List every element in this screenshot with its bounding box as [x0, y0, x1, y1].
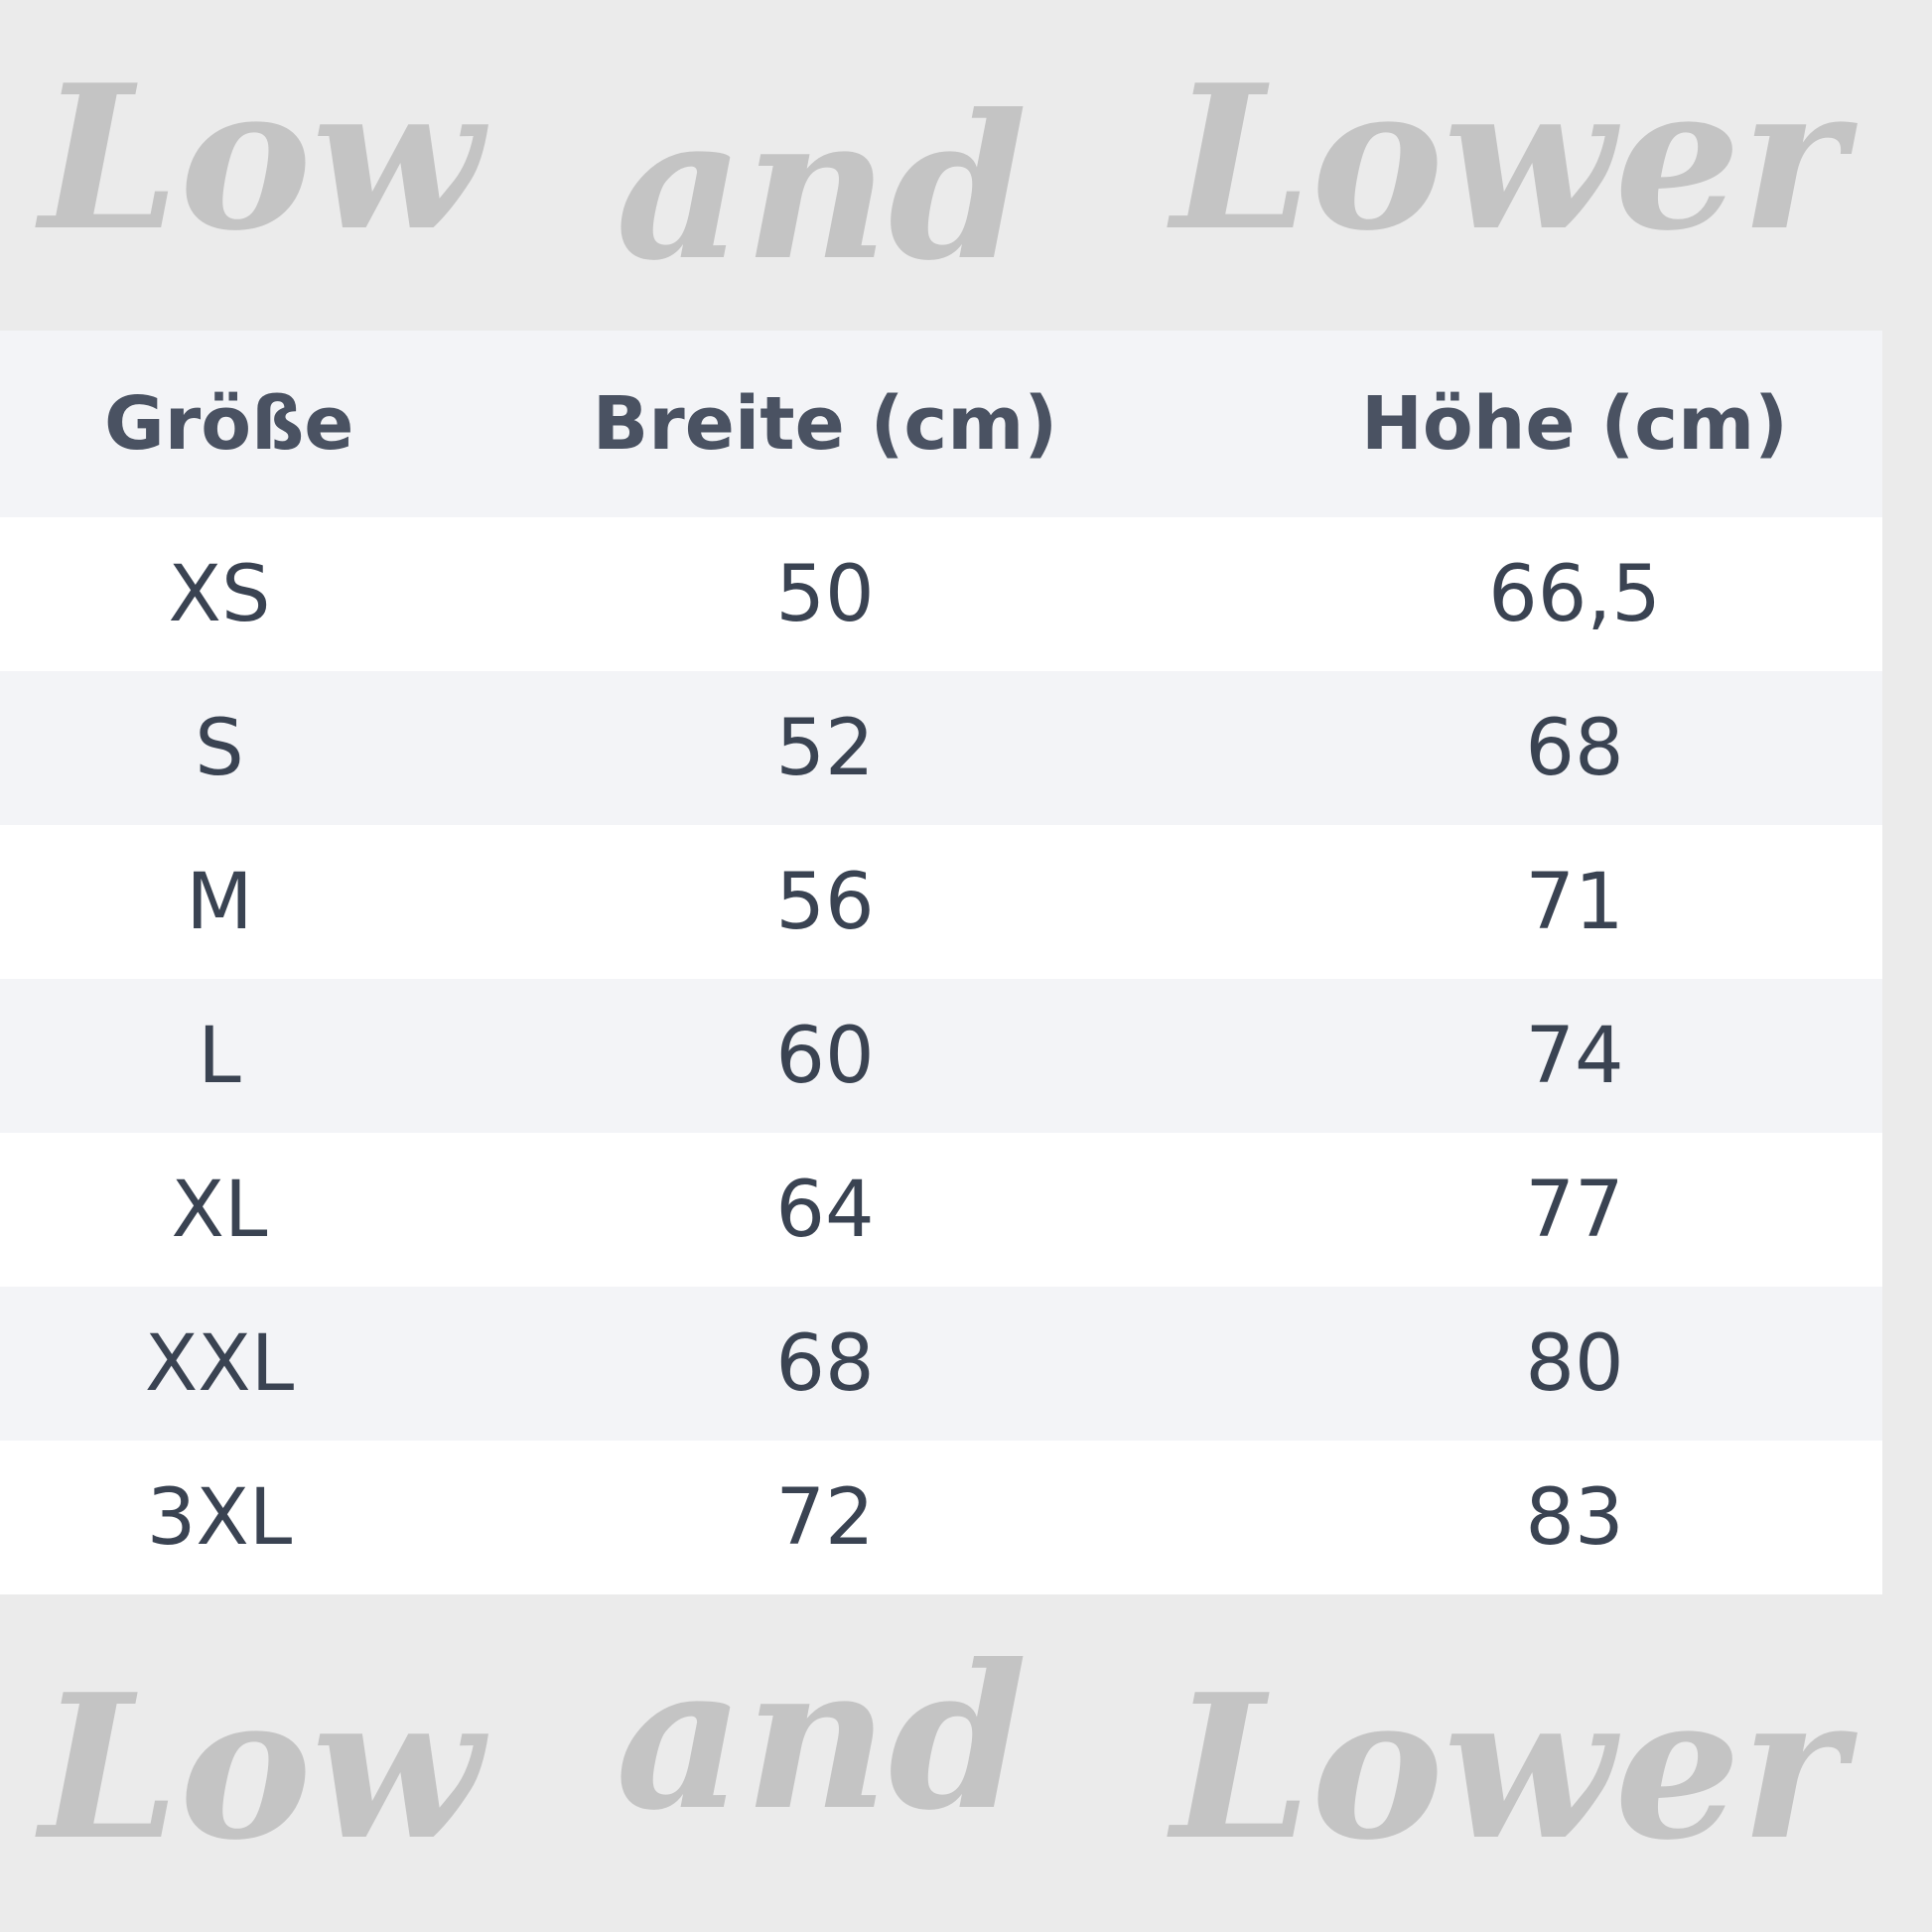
- table-row: M 56 71: [0, 825, 1882, 979]
- header-height: Höhe (cm): [1360, 381, 1789, 467]
- table-header: Größe Breite (cm) Höhe (cm): [0, 331, 1882, 517]
- cell-size: S: [195, 703, 244, 793]
- watermark-text: Low: [40, 42, 483, 275]
- watermark-text: Low: [40, 1651, 483, 1884]
- cell-width: 72: [775, 1472, 875, 1563]
- cell-width: 56: [775, 857, 875, 947]
- cell-height: 66,5: [1488, 549, 1661, 639]
- cell-width: 50: [775, 549, 875, 639]
- watermark-text: Lower: [1172, 1651, 1846, 1884]
- cell-height: 68: [1525, 703, 1624, 793]
- cell-width: 60: [775, 1011, 875, 1101]
- table-row: XXL 68 80: [0, 1287, 1882, 1441]
- cell-size: 3XL: [146, 1472, 293, 1563]
- cell-height: 71: [1525, 857, 1624, 947]
- table-row: XS 50 66,5: [0, 517, 1882, 671]
- watermark-text: and: [616, 1621, 1028, 1855]
- header-size: Größe: [104, 381, 354, 467]
- cell-width: 64: [775, 1165, 875, 1255]
- size-table: Größe Breite (cm) Höhe (cm) XS 50 66,5 S 52 6…: [0, 331, 1882, 1594]
- table-row: 3XL 72 83: [0, 1441, 1882, 1594]
- watermark-top: Low and Lower: [0, 0, 1932, 331]
- cell-size: M: [186, 857, 253, 947]
- cell-size: XXL: [144, 1318, 295, 1409]
- watermark-bottom: Low and Lower: [0, 1599, 1932, 1932]
- cell-height: 80: [1525, 1318, 1624, 1409]
- cell-height: 77: [1525, 1165, 1624, 1255]
- watermark-text: Lower: [1172, 42, 1846, 275]
- table-row: S 52 68: [0, 671, 1882, 825]
- watermark-text: and: [616, 71, 1028, 305]
- cell-size: XL: [171, 1165, 268, 1255]
- cell-height: 74: [1525, 1011, 1624, 1101]
- cell-size: XS: [168, 549, 271, 639]
- cell-width: 52: [775, 703, 875, 793]
- table-row: L 60 74: [0, 979, 1882, 1133]
- cell-width: 68: [775, 1318, 875, 1409]
- cell-size: L: [198, 1011, 241, 1101]
- header-width: Breite (cm): [592, 381, 1058, 467]
- table-row: XL 64 77: [0, 1133, 1882, 1287]
- cell-height: 83: [1525, 1472, 1624, 1563]
